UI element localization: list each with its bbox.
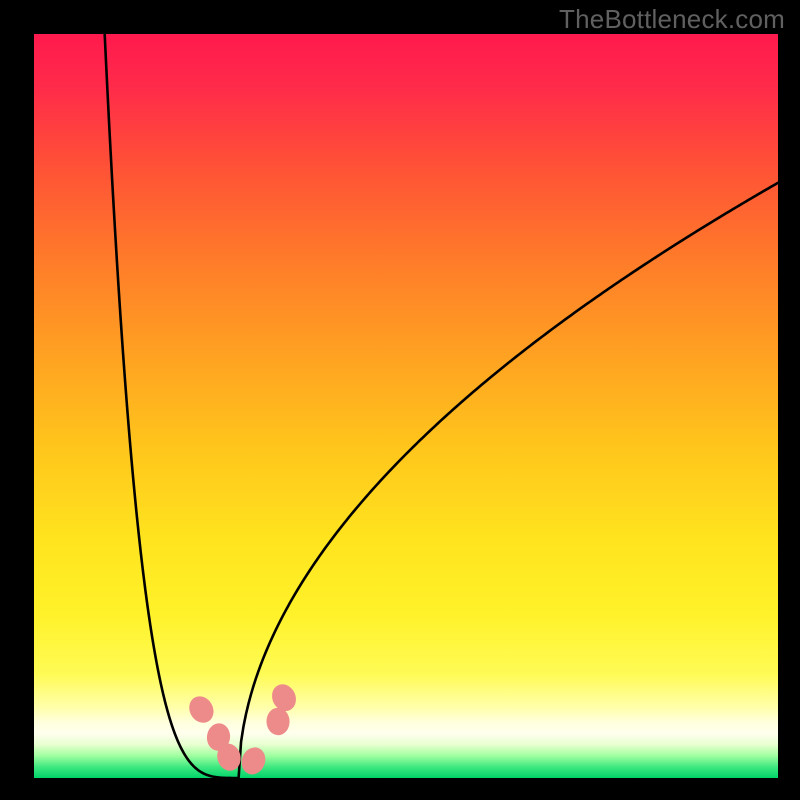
chart-container: TheBottleneck.com xyxy=(0,0,800,800)
plot-area xyxy=(34,34,778,778)
watermark-text: TheBottleneck.com xyxy=(559,4,785,35)
gradient-background xyxy=(34,34,778,778)
